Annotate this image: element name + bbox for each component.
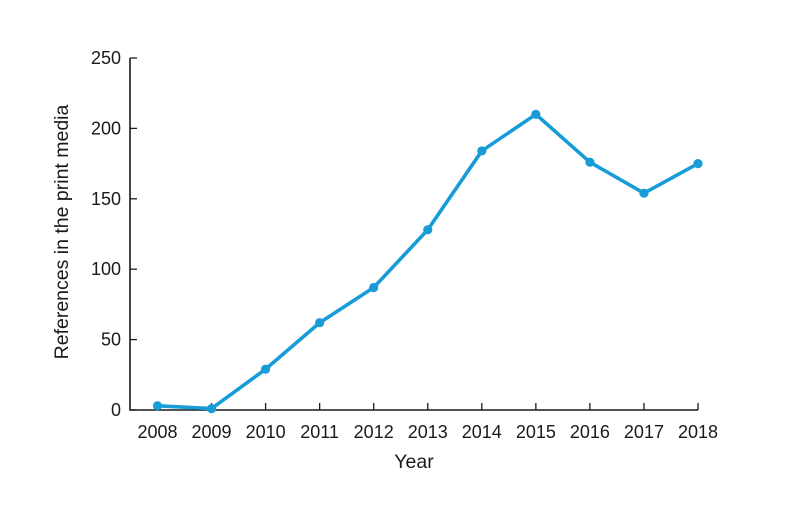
axis-spines xyxy=(129,58,698,411)
data-point xyxy=(152,401,163,411)
data-line xyxy=(155,112,700,411)
data-point xyxy=(315,318,325,328)
x-tick-label: 2009 xyxy=(192,422,232,442)
y-tick-label: 150 xyxy=(91,189,121,209)
data-point xyxy=(477,146,487,156)
data-point xyxy=(206,403,217,414)
data-point xyxy=(423,225,433,235)
x-tick-label: 2012 xyxy=(354,422,394,442)
y-tick-label: 0 xyxy=(111,400,121,420)
y-axis-title: References in the print media xyxy=(51,104,73,359)
data-series-layer xyxy=(152,109,703,414)
data-point xyxy=(261,364,271,374)
x-axis-title: Year xyxy=(394,451,434,473)
y-tick-label: 50 xyxy=(101,330,121,350)
x-tick-label: 2017 xyxy=(624,422,664,442)
x-tick-label: 2014 xyxy=(462,422,502,442)
y-tick-label: 200 xyxy=(91,118,121,138)
data-point xyxy=(531,109,541,119)
y-tick-label: 250 xyxy=(91,48,121,68)
data-point xyxy=(369,282,379,293)
data-point xyxy=(585,157,595,167)
x-tick-label: 2010 xyxy=(246,422,286,442)
x-tick-label: 2015 xyxy=(516,422,556,442)
x-tick-label: 2013 xyxy=(408,422,448,442)
data-point xyxy=(639,188,649,198)
axes-layer: 2008 2009 2010 2011 2012 2013 2014 2015 2016 2017… xyxy=(91,48,718,442)
y-tick-label: 100 xyxy=(91,259,121,279)
x-tick-label: 2016 xyxy=(570,422,610,442)
x-tick-label: 2011 xyxy=(300,422,339,442)
data-point xyxy=(693,159,703,169)
x-tick-label: 2008 xyxy=(137,422,177,442)
x-tick-label: 2018 xyxy=(678,422,718,442)
